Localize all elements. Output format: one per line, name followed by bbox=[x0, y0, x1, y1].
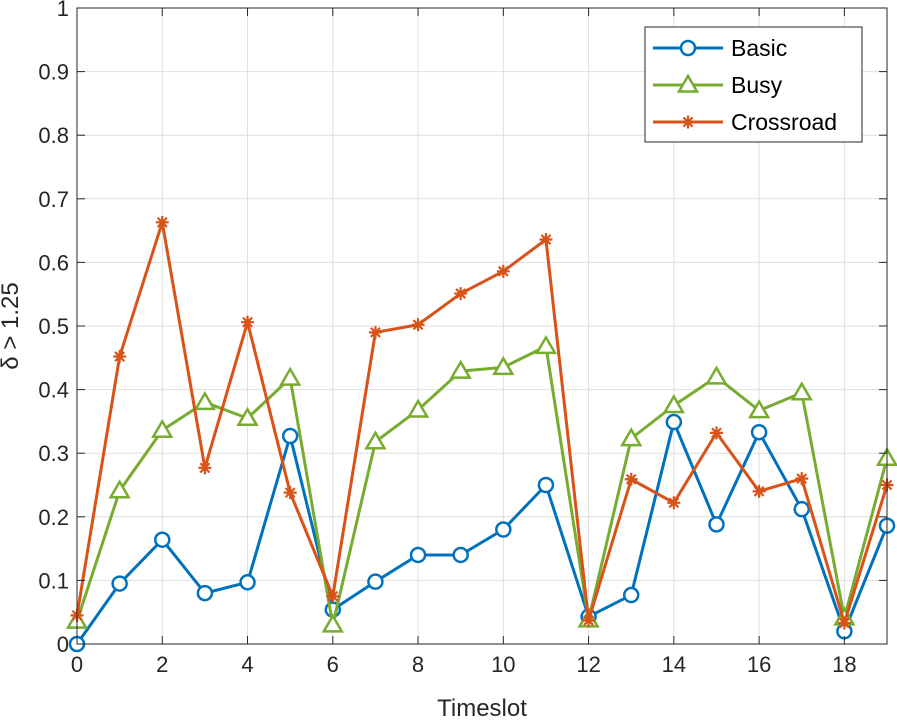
data-point-triangle bbox=[676, 73, 700, 93]
data-point-triangle bbox=[364, 430, 387, 450]
y-tick-label: 0.9 bbox=[38, 60, 69, 85]
data-point-circle bbox=[239, 574, 256, 591]
data-point-circle bbox=[750, 423, 768, 441]
y-tick-label: 0.5 bbox=[38, 314, 69, 339]
legend-item-crossroad: Crossroad bbox=[653, 109, 837, 135]
data-point-asterisk bbox=[582, 613, 596, 627]
axis-ticks: 0 2 4 6 8 10 12 14 16 18 0 0.1 0.2 0.3 0.4 0.5 0.6 0.7 0.8… bbox=[38, 0, 887, 677]
data-point-asterisk bbox=[539, 233, 553, 247]
data-point-triangle bbox=[620, 427, 643, 447]
data-point-circle bbox=[665, 413, 683, 431]
data-point-triangle bbox=[662, 394, 686, 414]
x-tick-label: 2 bbox=[156, 652, 168, 677]
legend-label: Busy bbox=[731, 72, 783, 98]
y-tick-label: 0.7 bbox=[38, 187, 69, 212]
x-tick-label: 4 bbox=[241, 652, 253, 677]
data-point-asterisk bbox=[496, 264, 510, 278]
data-point-triangle bbox=[406, 398, 430, 418]
data-point-asterisk bbox=[155, 215, 169, 229]
legend-item-busy: Busy bbox=[653, 72, 783, 98]
data-point-circle bbox=[708, 516, 725, 533]
data-point-asterisk bbox=[241, 315, 255, 329]
legend-label: Basic bbox=[731, 35, 787, 61]
x-tick-label: 10 bbox=[491, 652, 515, 677]
x-axis-label: Timeslot bbox=[437, 695, 527, 721]
y-tick-label: 0.8 bbox=[38, 123, 69, 148]
data-point-triangle bbox=[108, 479, 131, 499]
data-point-triangle bbox=[278, 366, 302, 386]
data-point-circle bbox=[679, 39, 697, 57]
y-tick-label: 0.3 bbox=[38, 441, 69, 466]
y-tick-label: 0.4 bbox=[38, 378, 69, 403]
y-tick-label: 0.2 bbox=[38, 505, 69, 530]
x-tick-label: 8 bbox=[412, 652, 424, 677]
x-tick-label: 0 bbox=[71, 652, 83, 677]
y-tick-label: 0 bbox=[57, 632, 69, 657]
data-point-triangle bbox=[492, 355, 515, 376]
x-tick-label: 12 bbox=[576, 652, 600, 677]
data-point-asterisk bbox=[681, 115, 695, 129]
data-point-circle bbox=[154, 531, 171, 548]
x-tick-label: 18 bbox=[832, 652, 856, 677]
series-group bbox=[65, 215, 897, 653]
data-point-triangle bbox=[236, 406, 259, 426]
data-point-asterisk bbox=[709, 426, 723, 440]
legend-item-basic: Basic bbox=[653, 35, 787, 61]
series-crossroad bbox=[70, 215, 894, 630]
data-point-circle bbox=[495, 521, 512, 538]
legend-label: Crossroad bbox=[731, 109, 837, 135]
data-point-asterisk bbox=[198, 461, 212, 475]
data-point-asterisk bbox=[283, 486, 297, 500]
data-point-asterisk bbox=[624, 472, 638, 486]
grid bbox=[76, 7, 887, 645]
data-point-triangle bbox=[790, 381, 813, 401]
x-tick-label: 6 bbox=[327, 652, 339, 677]
data-point-asterisk bbox=[326, 589, 340, 603]
data-point-asterisk bbox=[795, 472, 809, 486]
data-point-triangle bbox=[534, 334, 558, 355]
data-point-circle bbox=[793, 500, 810, 518]
y-tick-label: 0.1 bbox=[38, 568, 69, 593]
y-axis-label: δ > 1.25 bbox=[0, 282, 24, 369]
data-point-circle bbox=[196, 584, 214, 602]
data-point-asterisk bbox=[368, 325, 382, 339]
x-tick-label: 16 bbox=[747, 652, 771, 677]
data-point-circle bbox=[281, 427, 299, 445]
data-point-asterisk bbox=[667, 496, 681, 510]
data-point-triangle bbox=[705, 365, 728, 385]
y-tick-label: 1 bbox=[57, 0, 69, 21]
x-tick-label: 14 bbox=[662, 652, 686, 677]
data-point-triangle bbox=[193, 390, 217, 411]
data-point-asterisk bbox=[411, 318, 425, 332]
data-point-triangle bbox=[321, 613, 344, 633]
data-point-circle bbox=[409, 546, 427, 564]
series-line-crossroad bbox=[75, 220, 889, 625]
data-point-triangle bbox=[449, 359, 472, 379]
data-point-triangle bbox=[747, 399, 771, 419]
data-point-asterisk bbox=[837, 616, 851, 630]
data-point-asterisk bbox=[454, 287, 468, 301]
data-point-circle bbox=[452, 546, 469, 564]
data-point-asterisk bbox=[752, 484, 766, 498]
data-point-circle bbox=[622, 586, 640, 604]
y-tick-label: 0.6 bbox=[38, 250, 69, 275]
data-point-circle bbox=[111, 575, 128, 592]
data-point-triangle bbox=[151, 418, 174, 439]
legend: Basic Busy Crossroad bbox=[644, 26, 863, 143]
data-point-asterisk bbox=[113, 350, 127, 364]
data-point-circle bbox=[537, 476, 555, 494]
data-point-circle bbox=[367, 573, 384, 590]
series-busy bbox=[65, 334, 897, 633]
